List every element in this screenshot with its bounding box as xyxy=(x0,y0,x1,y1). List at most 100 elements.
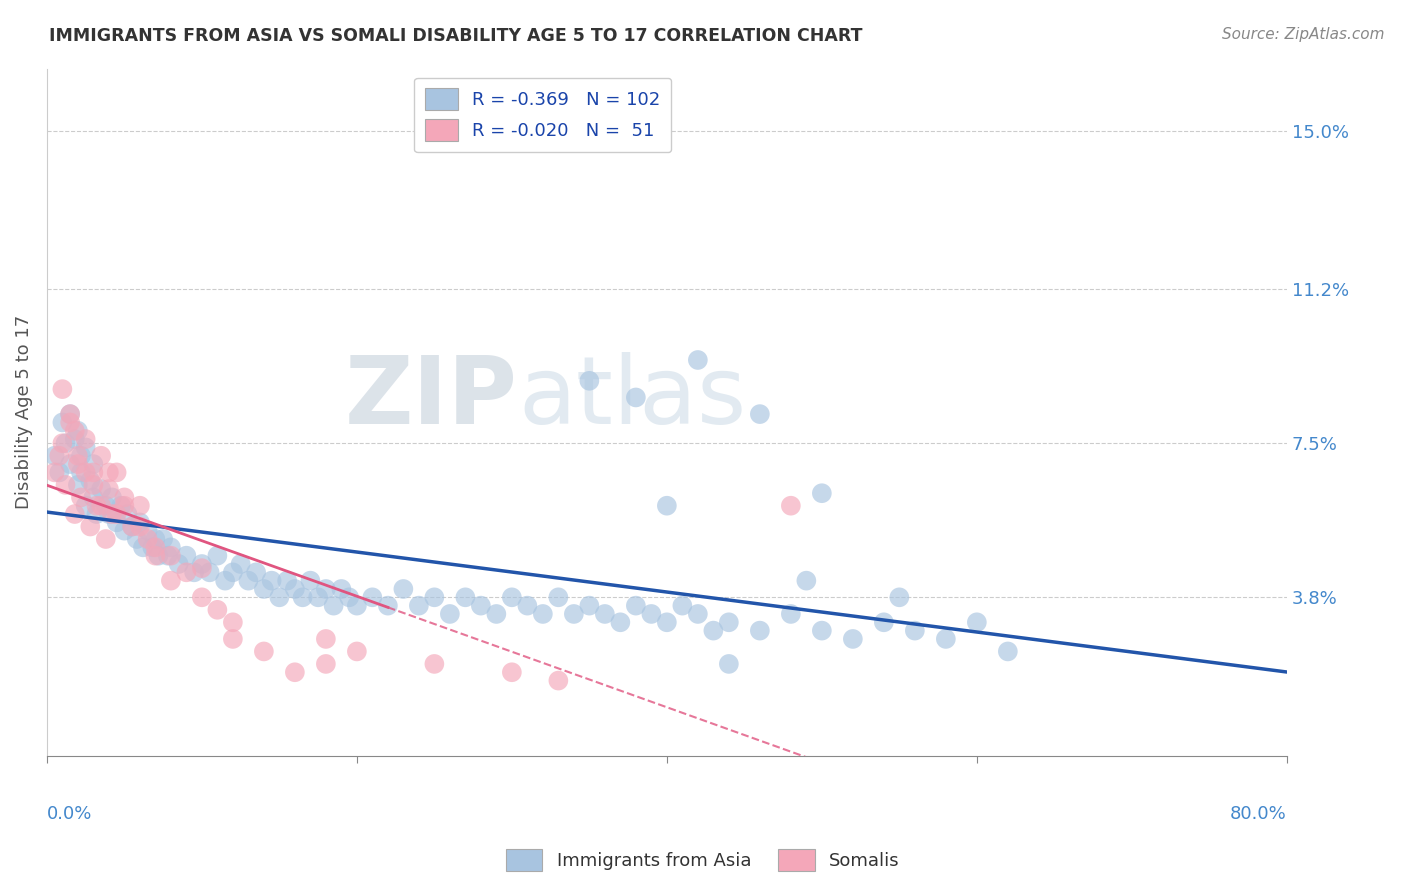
Point xyxy=(121,519,143,533)
Point xyxy=(128,499,150,513)
Point xyxy=(322,599,344,613)
Point xyxy=(291,591,314,605)
Point xyxy=(207,603,229,617)
Point xyxy=(183,566,205,580)
Point xyxy=(516,599,538,613)
Point xyxy=(578,374,600,388)
Point xyxy=(253,644,276,658)
Point xyxy=(66,478,89,492)
Point xyxy=(176,566,198,580)
Point xyxy=(75,499,97,513)
Point xyxy=(997,644,1019,658)
Point xyxy=(253,582,276,596)
Point xyxy=(63,507,86,521)
Point xyxy=(748,407,770,421)
Point xyxy=(547,591,569,605)
Point xyxy=(51,382,73,396)
Point xyxy=(717,615,740,630)
Point xyxy=(578,599,600,613)
Point xyxy=(269,591,291,605)
Point xyxy=(655,615,678,630)
Point xyxy=(132,541,155,555)
Point xyxy=(86,499,108,513)
Point xyxy=(44,449,66,463)
Text: atlas: atlas xyxy=(517,352,747,444)
Point xyxy=(717,657,740,671)
Point xyxy=(167,557,190,571)
Point xyxy=(222,615,245,630)
Point xyxy=(75,441,97,455)
Point xyxy=(44,466,66,480)
Point xyxy=(63,432,86,446)
Text: ZIP: ZIP xyxy=(346,352,517,444)
Point xyxy=(337,591,360,605)
Point xyxy=(779,607,801,621)
Point xyxy=(748,624,770,638)
Point xyxy=(307,591,329,605)
Point xyxy=(454,591,477,605)
Point xyxy=(470,599,492,613)
Text: IMMIGRANTS FROM ASIA VS SOMALI DISABILITY AGE 5 TO 17 CORRELATION CHART: IMMIGRANTS FROM ASIA VS SOMALI DISABILIT… xyxy=(49,27,863,45)
Point xyxy=(97,507,120,521)
Point xyxy=(811,624,834,638)
Point xyxy=(70,466,93,480)
Point xyxy=(101,491,124,505)
Point xyxy=(640,607,662,621)
Point xyxy=(112,499,135,513)
Point xyxy=(59,407,82,421)
Point xyxy=(110,499,132,513)
Point xyxy=(501,591,523,605)
Point xyxy=(408,599,430,613)
Y-axis label: Disability Age 5 to 17: Disability Age 5 to 17 xyxy=(15,315,32,509)
Point xyxy=(686,607,709,621)
Point xyxy=(671,599,693,613)
Point xyxy=(160,549,183,563)
Point xyxy=(112,524,135,538)
Point xyxy=(55,478,77,492)
Point xyxy=(70,449,93,463)
Point xyxy=(75,466,97,480)
Point xyxy=(873,615,896,630)
Point xyxy=(70,491,93,505)
Point xyxy=(51,436,73,450)
Point xyxy=(105,516,128,530)
Point xyxy=(361,591,384,605)
Point xyxy=(125,532,148,546)
Point xyxy=(145,532,167,546)
Point xyxy=(207,549,229,563)
Point xyxy=(485,607,508,621)
Point xyxy=(796,574,818,588)
Point xyxy=(148,549,170,563)
Point xyxy=(392,582,415,596)
Point xyxy=(55,436,77,450)
Point xyxy=(191,557,214,571)
Legend: Immigrants from Asia, Somalis: Immigrants from Asia, Somalis xyxy=(499,842,907,879)
Point xyxy=(624,391,647,405)
Point xyxy=(346,599,368,613)
Point xyxy=(547,673,569,688)
Point xyxy=(79,519,101,533)
Point xyxy=(117,507,139,521)
Point xyxy=(79,474,101,488)
Point xyxy=(284,665,307,680)
Point xyxy=(501,665,523,680)
Point xyxy=(105,466,128,480)
Point xyxy=(48,466,70,480)
Point xyxy=(152,532,174,546)
Point xyxy=(90,482,112,496)
Point xyxy=(97,466,120,480)
Point xyxy=(423,591,446,605)
Legend: R = -0.369   N = 102, R = -0.020   N =  51: R = -0.369 N = 102, R = -0.020 N = 51 xyxy=(415,78,671,153)
Point xyxy=(82,457,104,471)
Point xyxy=(198,566,221,580)
Point xyxy=(330,582,353,596)
Point xyxy=(904,624,927,638)
Point xyxy=(82,491,104,505)
Point xyxy=(229,557,252,571)
Point xyxy=(238,574,260,588)
Point xyxy=(315,582,337,596)
Point xyxy=(562,607,585,621)
Point xyxy=(439,607,461,621)
Point xyxy=(222,566,245,580)
Point xyxy=(82,466,104,480)
